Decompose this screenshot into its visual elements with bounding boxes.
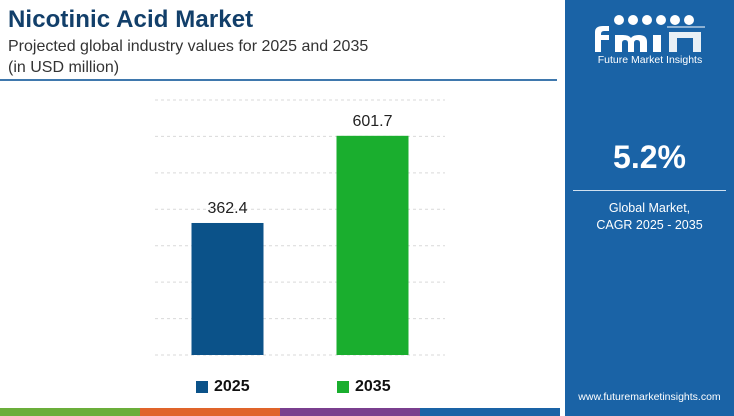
value-label-2025: 362.4: [207, 200, 247, 217]
page-subtitle: Projected global industry values for 202…: [8, 36, 428, 78]
cagr-divider: [573, 190, 726, 191]
strip-segment: [0, 408, 140, 416]
color-strip: [0, 408, 560, 416]
fmi-logo: Future Market Insights: [589, 14, 711, 80]
strip-segment: [280, 408, 420, 416]
cagr-label-line2: CAGR 2025 - 2035: [596, 218, 703, 232]
subtitle-line: Projected global industry values for 202…: [8, 38, 369, 55]
legend-label-2035: 2035: [355, 378, 391, 395]
legend-swatch-2035: [337, 381, 349, 393]
unit-note: (in USD million): [8, 59, 120, 76]
brand-tagline: Future Market Insights: [597, 54, 703, 66]
website-link[interactable]: www.futuremarketinsights.com: [578, 391, 721, 403]
chart-legend: 2025 2035: [0, 378, 560, 402]
strip-segment: [420, 408, 560, 416]
cagr-value: 5.2%: [613, 139, 686, 175]
page-title: Nicotinic Acid Market: [8, 6, 254, 33]
fmi-logo-icon: [595, 15, 705, 52]
value-label-2035: 601.7: [352, 113, 392, 130]
legend-label-2025: 2025: [214, 378, 250, 395]
chart-panel: Nicotinic Acid Market Projected global i…: [0, 6, 560, 416]
bar-chart: 362.4 601.7: [155, 99, 445, 356]
strip-segment: [140, 408, 280, 416]
legend-swatch-2025: [196, 381, 208, 393]
legend-item-2035: 2035: [337, 378, 391, 396]
cagr-label: Global Market, CAGR 2025 - 2035: [565, 200, 734, 234]
header-divider: [0, 79, 557, 81]
summary-panel: Future Market Insights 5.2% Global Marke…: [565, 0, 734, 416]
legend-item-2025: 2025: [196, 378, 250, 396]
cagr-label-line1: Global Market,: [608, 201, 691, 215]
bar-2035: [336, 135, 409, 355]
bar-2025: [191, 222, 264, 355]
